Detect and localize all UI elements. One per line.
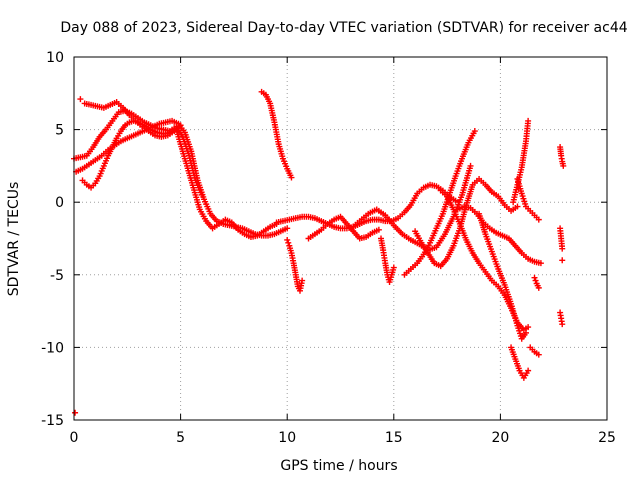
series-track-h bbox=[305, 213, 382, 242]
data-point bbox=[299, 277, 306, 284]
x-tick-label: 5 bbox=[176, 430, 185, 446]
y-tick-label: 0 bbox=[55, 195, 64, 211]
data-point bbox=[390, 264, 397, 271]
y-tick-label: 5 bbox=[55, 123, 64, 139]
data-point bbox=[288, 174, 295, 181]
series-track-f bbox=[273, 181, 459, 232]
data-point bbox=[535, 351, 542, 358]
series-track-r bbox=[514, 175, 542, 223]
y-tick-label: 10 bbox=[46, 50, 64, 66]
data-point bbox=[284, 236, 291, 243]
series-track-v bbox=[72, 96, 84, 416]
data-point bbox=[560, 162, 567, 169]
series-track-b bbox=[73, 117, 291, 239]
chart-title: Day 088 of 2023, Sidereal Day-to-day VTE… bbox=[60, 20, 627, 36]
x-tick-label: 0 bbox=[70, 430, 79, 446]
x-tick-label: 15 bbox=[385, 430, 403, 446]
data-point bbox=[559, 321, 566, 328]
data-point bbox=[532, 277, 539, 284]
data-point bbox=[72, 409, 79, 416]
series-track-u bbox=[557, 144, 567, 328]
data-point bbox=[525, 324, 532, 331]
data-points bbox=[71, 88, 567, 416]
data-point bbox=[285, 239, 292, 246]
data-point bbox=[537, 260, 544, 267]
data-point bbox=[177, 122, 184, 129]
y-tick-label: -15 bbox=[41, 413, 64, 429]
x-tick-label: 25 bbox=[598, 430, 616, 446]
x-tick-label: 10 bbox=[278, 430, 296, 446]
series-track-t bbox=[531, 274, 542, 291]
series-track-d bbox=[79, 117, 280, 241]
series-track-g bbox=[284, 236, 306, 294]
series-track-e bbox=[258, 88, 295, 181]
data-point bbox=[471, 128, 478, 135]
data-point bbox=[514, 203, 521, 210]
data-point bbox=[375, 226, 382, 233]
data-point bbox=[77, 96, 84, 103]
y-tick-labels: -15 -10 -5 0 5 10 bbox=[41, 50, 64, 429]
data-point bbox=[531, 274, 538, 281]
x-tick-label: 20 bbox=[491, 430, 509, 446]
data-point bbox=[559, 257, 566, 264]
series-track-p bbox=[508, 344, 532, 381]
y-axis-label: SDTVAR / TECUs bbox=[6, 182, 22, 297]
data-point bbox=[525, 367, 532, 374]
series-track-n bbox=[454, 203, 544, 267]
grid-lines bbox=[74, 57, 607, 420]
data-point bbox=[452, 197, 459, 204]
data-point bbox=[284, 225, 291, 232]
data-point bbox=[559, 245, 566, 252]
data-point bbox=[535, 284, 542, 291]
series-track-j bbox=[378, 235, 397, 286]
x-tick-labels: 0 5 10 15 20 25 bbox=[70, 430, 616, 446]
y-tick-label: -10 bbox=[41, 340, 64, 356]
data-point bbox=[467, 162, 474, 169]
axis-ticks bbox=[73, 56, 608, 421]
series-track-o bbox=[476, 210, 529, 342]
data-point bbox=[525, 117, 532, 124]
series-track-s bbox=[527, 344, 542, 358]
series-track-k bbox=[401, 128, 478, 278]
plot-frame bbox=[73, 56, 608, 421]
x-axis-label: GPS time / hours bbox=[280, 458, 397, 474]
data-point bbox=[535, 216, 542, 223]
y-tick-label: -5 bbox=[50, 268, 64, 284]
data-point bbox=[522, 329, 529, 336]
